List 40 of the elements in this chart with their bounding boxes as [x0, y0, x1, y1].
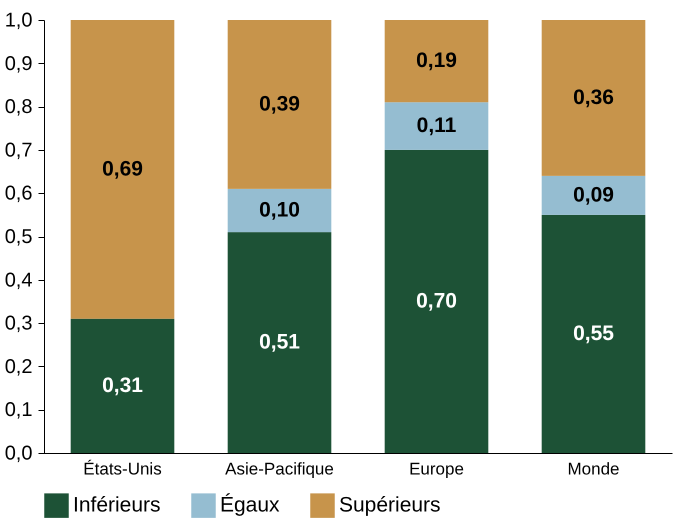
x-tick-label: Monde [568, 460, 620, 478]
data-label: 0,51 [259, 330, 300, 354]
data-label: 0,36 [573, 86, 614, 109]
data-label: 0,09 [573, 183, 614, 206]
bar [228, 188, 332, 232]
y-tick-label: 1,0 [4, 10, 32, 32]
bar [542, 20, 646, 176]
y-tick-label: 0,1 [4, 399, 32, 422]
bar [228, 20, 332, 189]
bar [384, 102, 488, 150]
y-tick-label: 0,4 [4, 269, 32, 292]
y-tick-label: 0,6 [4, 182, 32, 205]
data-label: 0,70 [416, 289, 457, 312]
legend-label: Supérieurs [339, 494, 441, 517]
bar [542, 214, 646, 453]
data-label: 0,69 [102, 157, 143, 180]
legend-label: Inférieurs [73, 494, 161, 517]
data-label: 0,10 [259, 198, 300, 222]
y-tick-label: 0,2 [4, 356, 32, 378]
y-tick-label: 0,5 [4, 226, 32, 248]
y-tick-label: 0,3 [4, 312, 32, 335]
legend-label: Égaux [220, 492, 280, 517]
data-label: 0,19 [416, 49, 457, 72]
bar [228, 232, 332, 453]
x-tick-label: États-Unis [83, 460, 162, 478]
data-label: 0,11 [416, 114, 457, 138]
bar [70, 20, 174, 319]
data-label: 0,55 [573, 322, 614, 345]
bar [384, 20, 488, 102]
x-tick-label: Asie-Pacifique [225, 460, 334, 478]
y-tick-label: 0,7 [4, 139, 32, 162]
y-tick-label: 0,0 [4, 442, 32, 464]
bar [384, 150, 488, 453]
y-tick-label: 0,8 [4, 96, 32, 118]
x-tick-label: Europe [409, 460, 464, 478]
data-label: 0,31 [102, 374, 144, 397]
data-label: 0,39 [259, 92, 300, 116]
y-tick-label: 0,9 [4, 52, 32, 75]
bar [70, 318, 174, 453]
bar [542, 176, 646, 215]
